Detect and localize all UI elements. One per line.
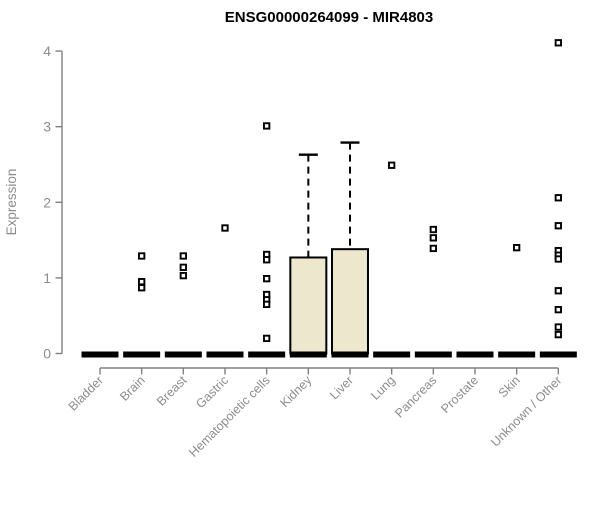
outlier-point (263, 256, 271, 264)
outlier-point (138, 284, 146, 292)
median-bar (414, 351, 452, 358)
outlier-point (263, 334, 271, 343)
outlier-point (263, 122, 271, 130)
x-tick-label: Bladder (66, 373, 106, 413)
median-bar (373, 351, 411, 358)
y-tick-label: 3 (43, 119, 51, 135)
x-tick-label: Hematopoietic cells (186, 373, 273, 460)
outlier-point (429, 225, 437, 234)
outlier-point (263, 275, 271, 283)
y-axis-label: Expression (4, 169, 19, 236)
median-bar (164, 351, 202, 358)
y-tick-label: 2 (43, 194, 51, 210)
median-bar (539, 351, 577, 358)
outlier-point (263, 300, 271, 309)
outlier-point (554, 255, 562, 263)
outlier-point (429, 234, 437, 242)
outlier-point (554, 287, 562, 295)
outlier-point (429, 244, 437, 253)
outlier-point (388, 161, 396, 169)
y-tick-label: 0 (43, 346, 51, 362)
outlier-point (138, 252, 146, 260)
x-tick-label: Pancreas (392, 373, 439, 420)
median-bar (81, 351, 119, 358)
median-bar (331, 351, 369, 358)
outlier-point (554, 194, 562, 202)
x-tick-label: Skin (496, 373, 523, 400)
x-tick-label: Lung (368, 373, 398, 403)
iqr-box (289, 256, 328, 355)
x-tick-label: Liver (327, 373, 356, 402)
median-bar (456, 351, 494, 358)
outlier-point (513, 244, 521, 252)
median-bar (248, 351, 286, 358)
outlier-point (179, 271, 187, 280)
outlier-point (554, 39, 562, 47)
outlier-point (138, 278, 146, 286)
median-bar (289, 351, 327, 358)
x-tick-label: Brain (117, 373, 148, 404)
median-bar (206, 351, 244, 358)
outlier-point (554, 306, 562, 314)
outlier-point (554, 323, 562, 331)
iqr-box (330, 248, 369, 355)
chart-title: ENSG00000264099 - MIR4803 (225, 9, 433, 26)
x-tick-label: Prostate (438, 373, 481, 416)
outlier-point (179, 252, 187, 260)
plot-area: 0 1 2 3 4 Bladder Brain Breast GastricHematopoie… (43, 39, 577, 460)
outlier-point (554, 330, 562, 339)
median-bar (123, 351, 161, 358)
x-tick-label: Unknown / Other (488, 373, 564, 449)
median-bar (498, 351, 536, 358)
y-tick-label: 1 (43, 270, 51, 286)
x-tick-label: Breast (154, 373, 190, 409)
outlier-point (221, 224, 229, 232)
x-tick-label: Gastric (193, 373, 231, 411)
outlier-point (179, 263, 187, 271)
y-tick-label: 4 (43, 43, 51, 59)
outlier-point (554, 222, 562, 230)
x-tick-label: Kidney (278, 373, 315, 410)
